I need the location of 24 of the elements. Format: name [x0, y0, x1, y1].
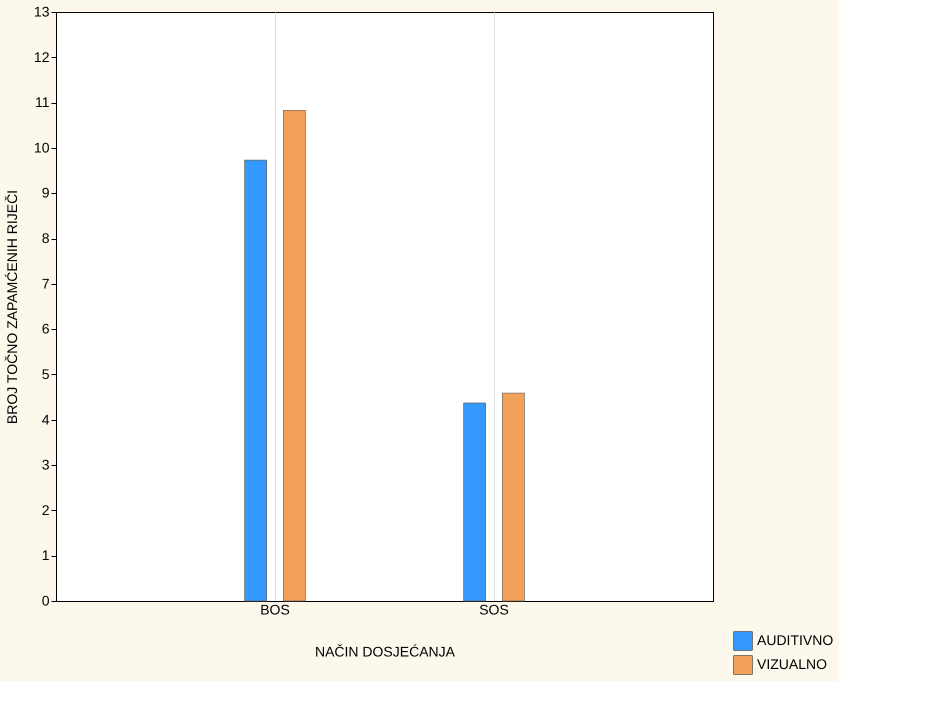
- y-tick-label: 9: [42, 184, 50, 201]
- bar: [283, 110, 306, 602]
- x-axis-title: NAČIN DOSJEĆANJA: [314, 644, 456, 660]
- y-axis-title: BROJ TOČNO ZAPAMĆENIH RIJEČI: [4, 190, 20, 424]
- x-tick-label: BOS: [260, 602, 290, 618]
- y-tick-label: 6: [42, 320, 50, 337]
- bar: [244, 160, 267, 602]
- y-tick-label: 5: [42, 366, 50, 382]
- y-tick-label: 13: [34, 4, 50, 20]
- y-tick-label: 7: [42, 275, 50, 292]
- y-tick-label: 2: [42, 502, 50, 518]
- bar: [463, 402, 486, 602]
- y-tick-label: 0: [42, 592, 50, 608]
- legend-label: VIZUALNO: [757, 656, 828, 672]
- x-tick-label: SOS: [479, 602, 509, 618]
- y-tick-label: 10: [34, 139, 50, 156]
- y-tick-label: 4: [42, 411, 50, 428]
- y-tick-label: 3: [42, 456, 50, 473]
- bar: [502, 392, 525, 602]
- y-tick-label: 1: [42, 547, 50, 564]
- legend-label: AUDITIVNO: [757, 632, 834, 648]
- y-tick-label: 8: [42, 230, 50, 246]
- y-tick-label: 11: [34, 94, 50, 110]
- y-tick-label: 12: [34, 48, 50, 65]
